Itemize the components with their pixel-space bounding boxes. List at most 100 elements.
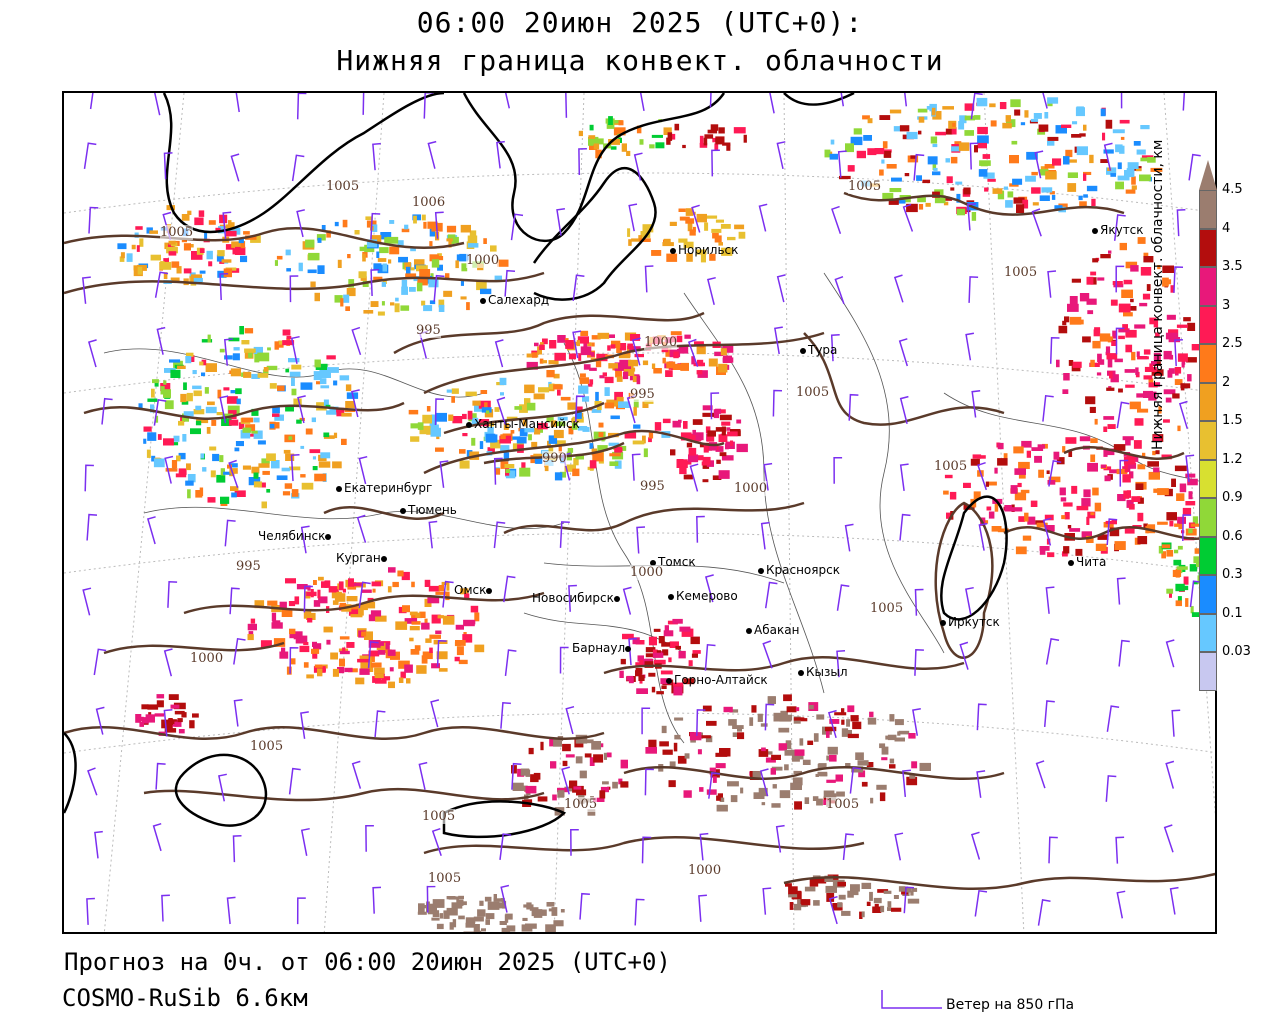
cloud-cell: [1190, 523, 1202, 527]
cloud-cell: [533, 393, 545, 400]
cloud-cell: [554, 472, 563, 481]
wind-barb-icon: [902, 769, 911, 797]
cloud-cell: [419, 611, 426, 618]
cloud-cell: [408, 409, 419, 415]
cloud-cell: [430, 427, 441, 437]
city-tyumen[interactable]: Тюмень: [400, 503, 457, 517]
cloud-cell: [1137, 408, 1149, 413]
cloud-cell: [311, 648, 320, 654]
cloud-cell: [332, 600, 339, 605]
cloud-cell: [734, 224, 745, 230]
cloud-cell: [207, 334, 211, 343]
cloud-cell: [443, 290, 453, 297]
city-novosibirsk[interactable]: Новосибирск: [532, 591, 622, 605]
wind-barb-icon: [439, 460, 449, 488]
city-abakan[interactable]: Абакан: [746, 623, 799, 637]
cloud-cell: [714, 143, 719, 151]
cloud-cell: [312, 650, 318, 659]
cloud-cell: [414, 259, 425, 268]
scale-tick-label: 0.1: [1222, 605, 1243, 621]
cloud-cell: [363, 310, 374, 314]
cloud-cell: [1131, 185, 1137, 190]
cloud-cell: [916, 175, 922, 181]
city-irkutsk[interactable]: Иркутск: [940, 615, 1000, 629]
cloud-cell: [181, 214, 190, 221]
cloud-cell: [736, 443, 748, 453]
wind-barb-icon: [893, 274, 904, 303]
city-chelyabinsk[interactable]: Челябинск: [258, 529, 333, 543]
wind-barb-icon: [1106, 518, 1118, 546]
city-ekaterinburg[interactable]: Екатеринбург: [336, 481, 432, 495]
cloud-cell: [719, 748, 731, 757]
cloud-cell: [1182, 507, 1192, 516]
city-tomsk[interactable]: Томск: [650, 555, 696, 569]
cloud-cell: [437, 615, 444, 619]
city-omsk[interactable]: Омск: [454, 583, 494, 597]
cloud-cell: [205, 363, 217, 372]
cloud-cell: [266, 489, 271, 493]
cloud-cell: [918, 130, 922, 135]
cloud-cell: [291, 364, 302, 370]
cloud-cell: [795, 707, 800, 712]
cloud-cell: [1166, 588, 1174, 594]
wind-barb-icon: [842, 833, 854, 860]
city-chita[interactable]: Чита: [1068, 555, 1106, 569]
isobar-label: 1000: [734, 481, 768, 496]
cloud-cell: [702, 456, 711, 465]
cloud-cell: [882, 141, 888, 149]
cloud-cell: [648, 739, 657, 748]
cloud-cell: [583, 364, 591, 370]
cloud-cell: [560, 909, 565, 913]
cloud-cell: [1017, 482, 1022, 488]
city-salekhard[interactable]: Салехард: [480, 293, 549, 307]
cloud-cell: [227, 405, 240, 414]
cloud-cell: [608, 363, 618, 369]
wind-barb-icon: [86, 897, 95, 925]
cloud-cell: [1047, 136, 1059, 141]
cloud-cell: [1065, 149, 1073, 158]
city-norilsk[interactable]: Норильск: [670, 243, 738, 257]
cloud-cell: [879, 115, 891, 120]
cloud-cell: [709, 767, 716, 775]
cloud-cell: [360, 276, 367, 281]
city-kyzyl[interactable]: Кызыл: [798, 665, 848, 679]
cloud-cell: [1161, 454, 1172, 460]
cloud-cell: [233, 347, 240, 351]
cloud-cell: [665, 370, 673, 377]
cloud-cell: [1114, 541, 1126, 550]
cloud-cell: [727, 781, 739, 787]
cloud-cell: [737, 732, 745, 740]
cloud-cell: [719, 409, 726, 414]
wind-barb-icon: [898, 338, 909, 367]
cloud-cell: [241, 417, 254, 423]
cloud-cell: [243, 371, 252, 378]
wind-barb-icon: [849, 766, 862, 794]
cloud-cell: [281, 467, 290, 472]
cloud-cell: [565, 338, 569, 342]
cloud-cell: [462, 433, 468, 437]
city-yakutsk[interactable]: Якутск: [1092, 223, 1144, 237]
isobar-label: 1005: [848, 179, 882, 194]
cloud-cell: [229, 468, 238, 474]
cloud-cell: [377, 258, 387, 262]
scale-tick-label: 1.2: [1222, 451, 1243, 467]
city-tura[interactable]: Тура: [800, 343, 837, 357]
cloud-cell: [1122, 474, 1131, 483]
wind-barb-icon: [1174, 338, 1183, 367]
city-gorno-altaysk[interactable]: Горно-Алтайск: [666, 673, 768, 687]
cloud-cell: [578, 130, 583, 137]
weather-map[interactable]: Норильск Якутск Салехард Тура Ханты-Манс…: [62, 91, 1217, 934]
cloud-cell: [931, 107, 936, 116]
city-barnaul[interactable]: Барнаул: [572, 641, 633, 655]
city-kemerovo[interactable]: Кемерово: [668, 589, 738, 603]
cloud-cell: [429, 300, 436, 305]
cloud-cell: [271, 612, 277, 622]
cloud-cell: [1149, 317, 1157, 325]
city-kurgan[interactable]: Курган: [336, 551, 389, 565]
cloud-cell: [1193, 581, 1199, 585]
cloud-cell: [614, 391, 623, 401]
city-khanty-mansiysk[interactable]: Ханты-Мансийск: [466, 417, 580, 431]
cloud-cell: [1044, 112, 1049, 119]
city-krasnoyarsk[interactable]: Красноярск: [758, 563, 840, 577]
wind-barb-icon: [1163, 824, 1174, 853]
